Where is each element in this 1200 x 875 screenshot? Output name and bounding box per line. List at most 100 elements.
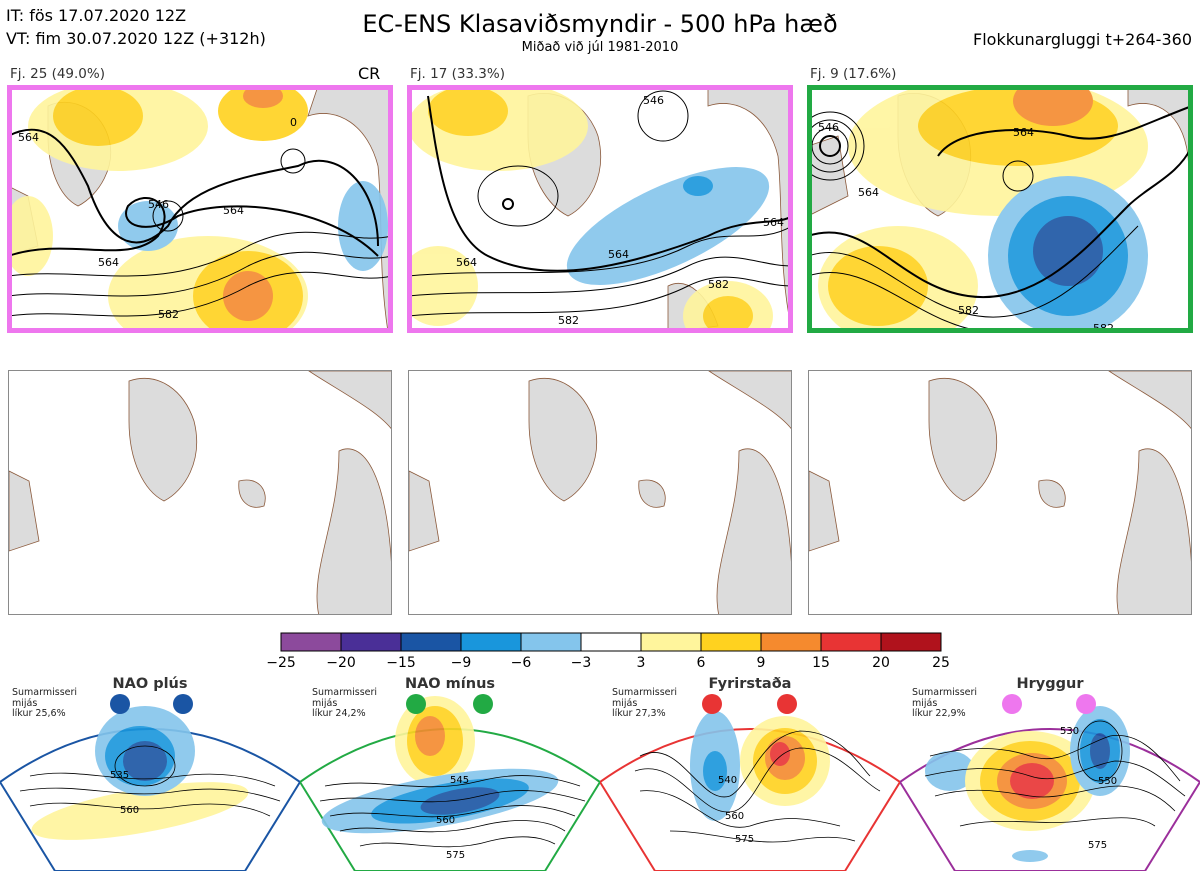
contour-label: 564 bbox=[1013, 126, 1034, 139]
regime-note: Sumarmisseri mijás líkur 24,2% bbox=[312, 687, 378, 720]
colorbar-swatch bbox=[820, 632, 882, 652]
valid-time: VT: fim 30.07.2020 12Z (+312h) bbox=[6, 29, 266, 48]
contour-label: 564 bbox=[98, 256, 119, 269]
cluster-label-3: Fj. 9 (17.6%) bbox=[810, 66, 897, 82]
contours bbox=[808, 105, 1192, 332]
empty-map-2[interactable] bbox=[408, 370, 792, 615]
cluster-map-2-svg: 546 564 564 582 582 564 bbox=[408, 86, 792, 332]
regime-3-svg: 540 560 575 bbox=[598, 694, 902, 872]
colorbar-swatch bbox=[640, 632, 702, 652]
cr-label: CR bbox=[358, 64, 381, 83]
regime-note-line: líkur 22,9% bbox=[912, 708, 966, 719]
regime-contour-label: 560 bbox=[436, 815, 455, 826]
colorbar-tick-label: 25 bbox=[932, 655, 950, 671]
cluster-map-1[interactable]: 564 546 564 564 582 0 bbox=[8, 86, 392, 332]
contour-label: 564 bbox=[18, 131, 39, 144]
contour-label: 546 bbox=[148, 198, 169, 211]
colorbar-swatch bbox=[400, 632, 462, 652]
regime-title: Hryggur bbox=[1016, 676, 1084, 692]
anomaly-shading bbox=[8, 86, 388, 332]
page-title: EC-ENS Klasaviðsmyndir - 500 hPa hæð bbox=[362, 10, 838, 38]
colorbar-tick-label: −6 bbox=[510, 655, 532, 671]
initial-time: IT: fös 17.07.2020 12Z bbox=[6, 6, 187, 25]
colorbar-tick-label: −15 bbox=[386, 655, 416, 671]
regime-contour-label: 535 bbox=[110, 770, 129, 781]
colorbar-tick-label: −9 bbox=[450, 655, 472, 671]
colorbar bbox=[280, 632, 942, 652]
cluster-label-1: Fj. 25 (49.0%) bbox=[10, 66, 105, 82]
regime-note-line: Sumarmisseri bbox=[912, 687, 978, 698]
contour-label: 582 bbox=[958, 304, 979, 317]
contour-labels: 564 546 564 564 582 0 bbox=[18, 116, 297, 321]
regime-note-line: Sumarmisseri bbox=[312, 687, 378, 698]
contour-label: 546 bbox=[818, 121, 839, 134]
contour-label: 546 bbox=[643, 94, 664, 107]
regime-note-line: líkur 25,6% bbox=[12, 708, 66, 719]
regime-contour-label: 550 bbox=[1098, 776, 1117, 787]
regime-ridge[interactable]: 530 550 575 Hryggur Sumarmisseri mijás l… bbox=[898, 676, 1200, 872]
regime-note-line: Sumarmisseri bbox=[12, 687, 78, 698]
contours bbox=[8, 128, 392, 317]
colorbar-tick-label: 15 bbox=[812, 655, 830, 671]
regime-contour-label: 575 bbox=[1088, 840, 1107, 851]
anomaly-shading bbox=[818, 86, 1148, 332]
colorbar-swatch bbox=[520, 632, 582, 652]
regime-note: Sumarmisseri mijás líkur 25,6% bbox=[12, 687, 78, 720]
regime-note: Sumarmisseri mijás líkur 27,3% bbox=[612, 687, 678, 720]
regime-contour-label: 545 bbox=[450, 775, 469, 786]
regime-nao-plus[interactable]: 535 560 NAO plús Sumarmisseri mijás líku… bbox=[0, 676, 302, 872]
colorbar-swatch bbox=[700, 632, 762, 652]
colorbar-tick-label: 3 bbox=[636, 655, 646, 671]
cluster-map-2[interactable]: 546 564 564 582 582 564 bbox=[408, 86, 792, 332]
colorbar-swatch bbox=[340, 632, 402, 652]
regime-note-line: mijás bbox=[12, 697, 38, 709]
contour-label: 564 bbox=[223, 204, 244, 217]
classification-window: Flokkunargluggi t+264-360 bbox=[973, 30, 1192, 49]
contour-labels: 546 564 564 582 582 564 bbox=[456, 94, 784, 327]
contour-labels: 546 564 564 582 582 bbox=[818, 121, 1114, 332]
empty-map-1[interactable] bbox=[8, 370, 392, 615]
contours bbox=[408, 90, 792, 317]
contour-label: 582 bbox=[158, 308, 179, 321]
colorbar-tick-label: −3 bbox=[570, 655, 592, 671]
contour-label: 582 bbox=[558, 314, 579, 327]
basemap-1-svg bbox=[9, 371, 391, 614]
regime-contour-label: 575 bbox=[446, 850, 465, 861]
regime-note-line: líkur 24,2% bbox=[312, 708, 366, 719]
regime-1-svg: 535 560 bbox=[0, 694, 302, 872]
contour-label: 582 bbox=[708, 278, 729, 291]
contour-label: 564 bbox=[763, 216, 784, 229]
contour-label: 564 bbox=[858, 186, 879, 199]
regime-contour-label: 560 bbox=[725, 811, 744, 822]
regime-note: Sumarmisseri mijás líkur 22,9% bbox=[912, 687, 978, 720]
cluster-map-3[interactable]: 546 564 564 582 582 bbox=[808, 86, 1192, 332]
regime-nao-minus[interactable]: 545 560 575 NAO mínus Sumarmisseri mijás… bbox=[298, 676, 602, 872]
regime-blocking[interactable]: 540 560 575 Fyrirstaða Sumarmisseri mijá… bbox=[598, 676, 902, 872]
colorbar-tick-label: 20 bbox=[872, 655, 890, 671]
colorbar-swatch bbox=[880, 632, 942, 652]
anomaly-shading bbox=[408, 86, 773, 332]
regime-contour-label: 540 bbox=[718, 775, 737, 786]
contour-label: 582 bbox=[1093, 322, 1114, 332]
page-subtitle: Miðað við júl 1981-2010 bbox=[521, 40, 679, 55]
colorbar-tick-label: 9 bbox=[756, 655, 766, 671]
colorbar-swatch bbox=[760, 632, 822, 652]
regime-note-line: Sumarmisseri bbox=[612, 687, 678, 698]
regime-title: Fyrirstaða bbox=[708, 676, 792, 692]
basemap-3-svg bbox=[809, 371, 1191, 614]
regime-note-line: mijás bbox=[612, 697, 638, 709]
regime-contour-label: 560 bbox=[120, 805, 139, 816]
contour-label: 564 bbox=[608, 248, 629, 261]
contour-label: 0 bbox=[290, 116, 297, 129]
regime-note-line: mijás bbox=[312, 697, 338, 709]
colorbar-swatch bbox=[580, 632, 642, 652]
cluster-map-3-svg: 546 564 564 582 582 bbox=[808, 86, 1192, 332]
colorbar-swatch bbox=[460, 632, 522, 652]
regime-note-line: mijás bbox=[912, 697, 938, 709]
empty-map-3[interactable] bbox=[808, 370, 1192, 615]
cluster-map-1-svg: 564 546 564 564 582 0 bbox=[8, 86, 392, 332]
basemap-2-svg bbox=[409, 371, 791, 614]
regime-title: NAO plús bbox=[112, 676, 188, 692]
colorbar-tick-label: −25 bbox=[266, 655, 296, 671]
colorbar-tick-label: 6 bbox=[696, 655, 706, 671]
